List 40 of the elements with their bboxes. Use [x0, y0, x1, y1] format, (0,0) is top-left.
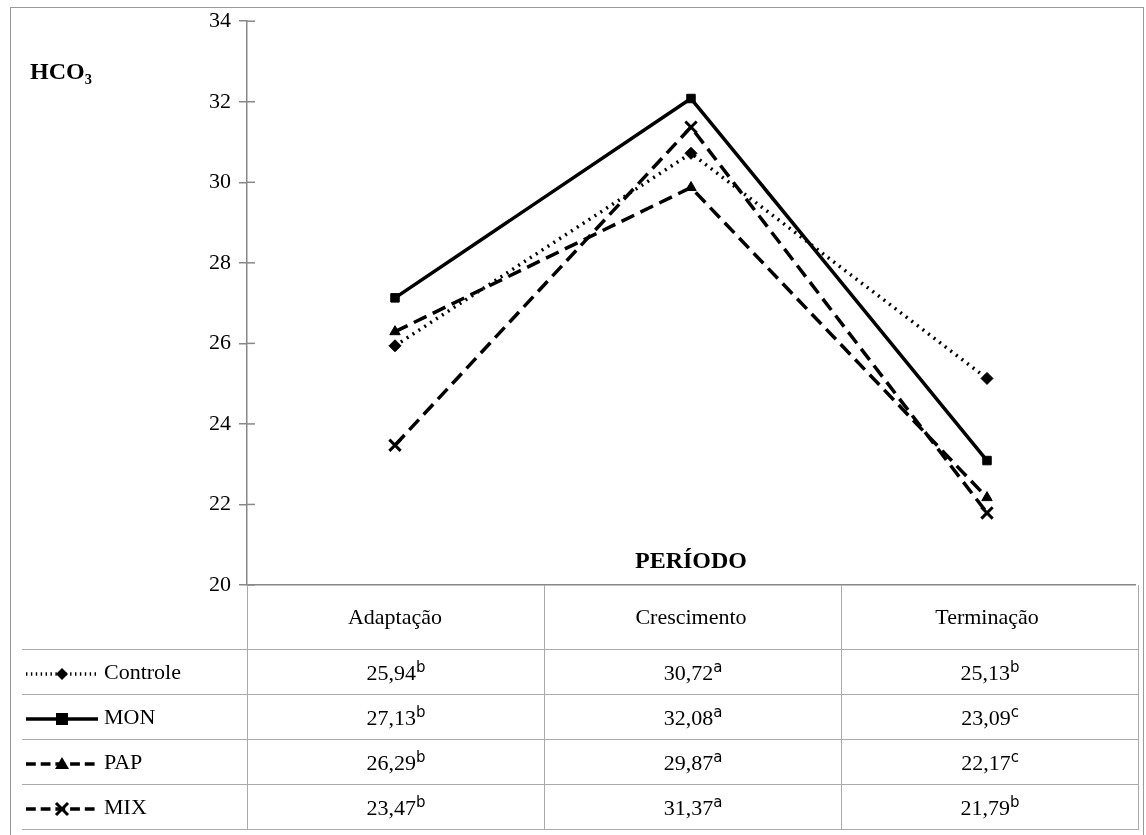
legend-label: Controle: [104, 659, 181, 684]
y-tick-label: 30: [209, 168, 231, 194]
data-label: 26,29$^{b}$: [247, 739, 545, 785]
point: [979, 505, 995, 521]
data-label: 30,72$^{a}$: [544, 649, 842, 695]
data-label: 31,37$^{a}$: [544, 784, 842, 830]
data-label: 23,09$^{c}$: [841, 694, 1139, 740]
point: [982, 455, 992, 466]
data-label: 21,79$^{b}$: [841, 784, 1139, 830]
data-label: 25,13$^{b}$: [841, 649, 1139, 695]
y-axis-title: HCO₃: [30, 58, 92, 85]
data-label: 25,94$^{b}$: [247, 649, 545, 695]
x-tick-label: Adaptação: [347, 603, 443, 629]
y-tick-label: 20: [209, 570, 231, 596]
legend-label: MIX: [104, 794, 147, 819]
point: [389, 325, 401, 336]
data-label: 23,47$^{b}$: [247, 784, 545, 830]
point: [683, 119, 699, 135]
point: [981, 491, 993, 502]
x-tick-label: Crescimento: [635, 603, 747, 629]
x-tick-label: Terminação: [935, 603, 1039, 629]
data-label: 32,08$^{a}$: [544, 694, 842, 740]
y-tick-label: 32: [209, 87, 231, 113]
point: [388, 339, 402, 353]
data-label: 29,87$^{a}$: [544, 739, 842, 785]
y-tick-label: 28: [209, 248, 231, 274]
x-axis-title: PERÍODO: [634, 547, 748, 574]
legend-label: PAP: [104, 749, 143, 774]
y-tick-label: 34: [209, 6, 231, 32]
data-label: 22,17$^{c}$: [841, 739, 1139, 785]
y-tick-label: 22: [209, 490, 231, 516]
point: [387, 438, 403, 453]
point: [980, 371, 994, 385]
y-tick-label: 26: [209, 329, 231, 355]
point: [390, 293, 400, 303]
y-tick-label: 24: [209, 409, 231, 435]
data-label: 27,13$^{b}$: [247, 694, 545, 740]
point: [684, 146, 698, 160]
legend-label: MON: [104, 704, 156, 729]
point: [686, 93, 696, 104]
